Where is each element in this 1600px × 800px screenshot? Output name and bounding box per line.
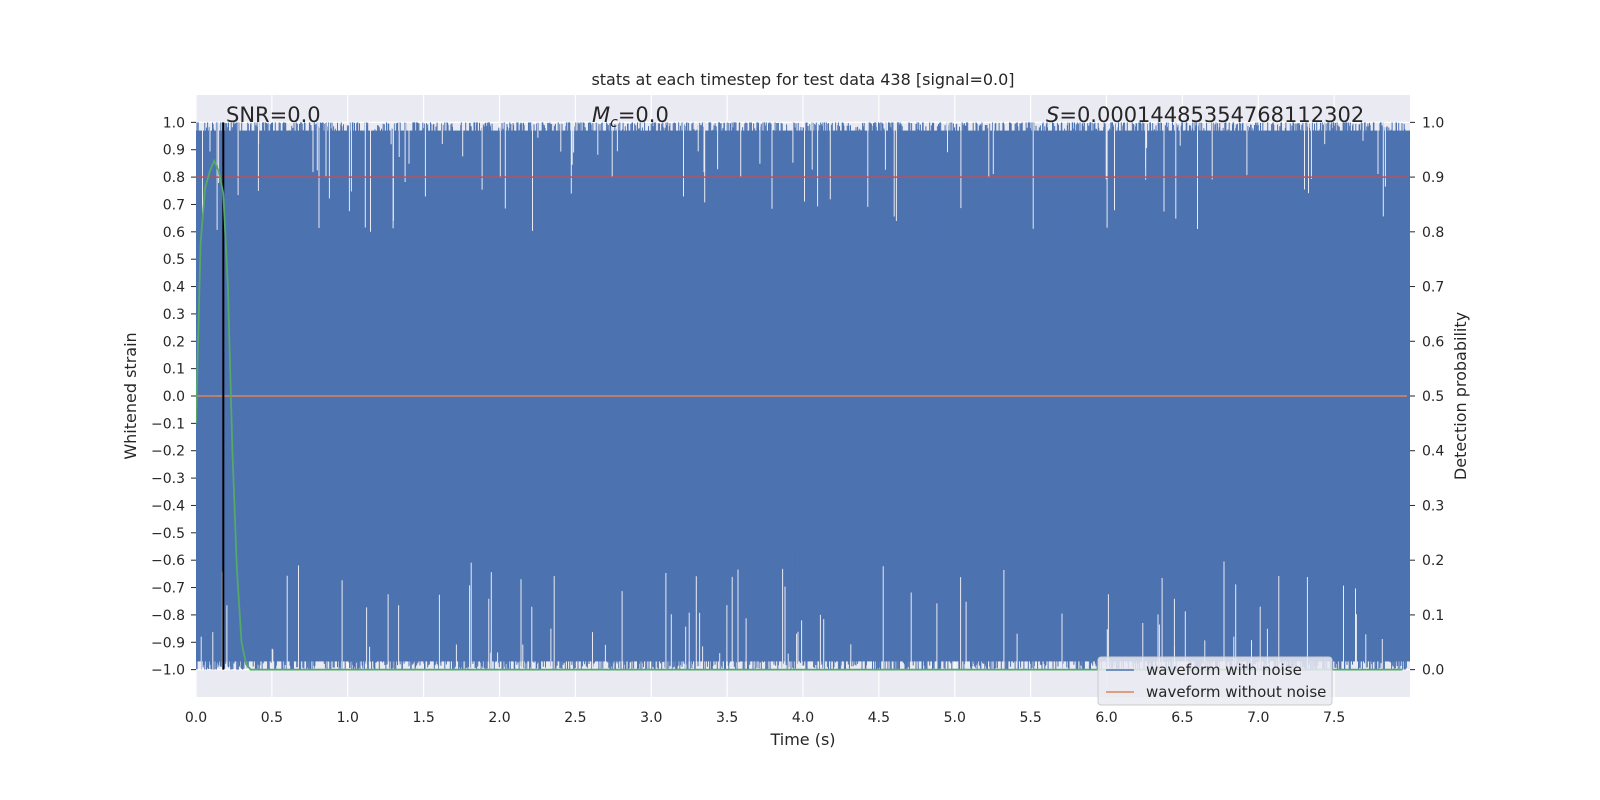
x-axis-ticks: 0.0 0.5 1.0 1.5 2.0 2.5 3.0 3.5 4.0 4.5 5.0 5.5 6.0 6… <box>185 710 1345 726</box>
right-y-tick-label: 0.1 <box>1422 608 1444 624</box>
left-y-tick-label: 0.7 <box>163 197 185 213</box>
chirp-mass-subscript: c <box>610 115 618 131</box>
x-tick-label: 7.5 <box>1323 710 1345 726</box>
left-y-tick-label: 0.3 <box>163 307 185 323</box>
x-tick-label: 4.0 <box>792 710 814 726</box>
right-y-tick-label: 0.9 <box>1422 170 1444 186</box>
right-y-tick-label: 0.7 <box>1422 280 1444 296</box>
x-tick-label: 5.5 <box>1019 710 1041 726</box>
left-y-tick-label: 0.2 <box>163 334 185 350</box>
left-y-tick-label: −0.1 <box>151 416 185 432</box>
right-y-tick-label: 0.6 <box>1422 334 1444 350</box>
left-y-tick-label: −0.2 <box>151 444 185 460</box>
s-value: =0.00014485354768112302 <box>1059 103 1364 127</box>
x-tick-label: 2.5 <box>564 710 586 726</box>
left-y-tick-label: −0.4 <box>151 498 185 514</box>
chart-title: stats at each timestep for test data 438… <box>591 70 1014 89</box>
x-tick-label: 3.5 <box>716 710 738 726</box>
right-y-axis-ticks: 1.0 0.9 0.8 0.7 0.6 0.5 0.4 0.3 0.2 0.1 0.0 <box>1410 115 1444 679</box>
right-y-tick-label: 0.8 <box>1422 225 1444 241</box>
x-tick-label: 7.0 <box>1247 710 1269 726</box>
left-y-tick-label: 0.9 <box>163 143 185 159</box>
x-tick-label: 6.5 <box>1171 710 1193 726</box>
chirp-mass-symbol: M <box>592 103 610 127</box>
left-y-axis-label: Whitened strain <box>121 332 140 459</box>
left-y-tick-label: −0.7 <box>151 581 185 597</box>
x-tick-label: 5.0 <box>944 710 966 726</box>
left-y-tick-label: 0.8 <box>163 170 185 186</box>
left-y-tick-label: −1.0 <box>151 663 185 679</box>
chirp-mass-value: =0.0 <box>618 103 669 127</box>
s-symbol: S <box>1046 103 1059 127</box>
legend-entry-noise: waveform with noise <box>1146 661 1302 679</box>
x-tick-label: 6.0 <box>1095 710 1117 726</box>
x-tick-label: 0.0 <box>185 710 207 726</box>
left-y-tick-label: 0.1 <box>163 362 185 378</box>
legend-entry-clean: waveform without noise <box>1146 683 1326 701</box>
left-y-tick-label: −0.6 <box>151 553 185 569</box>
s-annotation: S=0.00014485354768112302 <box>1046 103 1364 127</box>
legend-box <box>1097 656 1333 706</box>
right-y-tick-label: 0.2 <box>1422 553 1444 569</box>
right-y-tick-label: 1.0 <box>1422 115 1444 131</box>
left-y-tick-label: 0.5 <box>163 252 185 268</box>
x-tick-label: 1.5 <box>412 710 434 726</box>
right-y-tick-label: 0.3 <box>1422 498 1444 514</box>
right-y-tick-label: 0.4 <box>1422 444 1444 460</box>
x-tick-label: 3.0 <box>640 710 662 726</box>
left-y-tick-label: 0.6 <box>163 225 185 241</box>
x-tick-label: 2.0 <box>488 710 510 726</box>
x-axis-label: Time (s) <box>769 730 835 749</box>
left-y-tick-label: −0.3 <box>151 471 185 487</box>
x-tick-label: 1.0 <box>337 710 359 726</box>
x-tick-label: 0.5 <box>261 710 283 726</box>
left-y-axis-ticks: 1.0 0.9 0.8 0.7 0.6 0.5 0.4 0.3 0.2 0.1 0.0 −0.1 −0.… <box>151 115 196 679</box>
left-y-tick-label: −0.9 <box>151 635 185 651</box>
left-y-tick-label: 0.0 <box>163 389 185 405</box>
left-y-tick-label: −0.8 <box>151 608 185 624</box>
left-y-tick-label: 1.0 <box>163 115 185 131</box>
right-y-tick-label: 0.5 <box>1422 389 1444 405</box>
detection-probability-line <box>196 158 1403 671</box>
right-y-tick-label: 0.0 <box>1422 663 1444 679</box>
right-y-axis-label: Detection probability <box>1451 312 1470 480</box>
left-y-tick-label: 0.4 <box>163 280 185 296</box>
noise-trace <box>196 122 1407 670</box>
x-tick-label: 4.5 <box>868 710 890 726</box>
legend: waveform with noise waveform without noi… <box>1097 656 1333 706</box>
left-y-tick-label: −0.5 <box>151 526 185 542</box>
snr-annotation: SNR=0.0 <box>226 103 321 127</box>
chirp-mass-annotation: Mc=0.0 <box>592 103 669 131</box>
